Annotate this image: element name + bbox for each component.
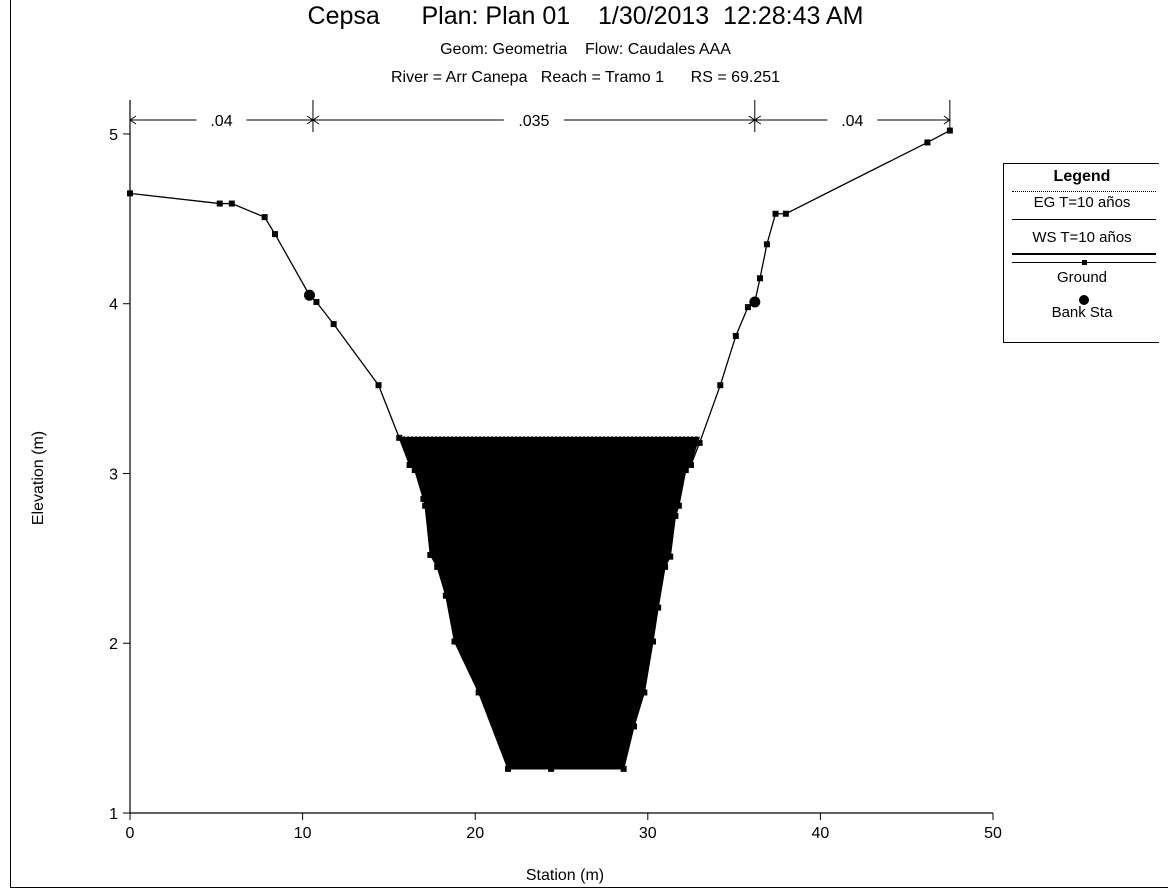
bank-stations	[304, 289, 761, 308]
y-tick-label: 2	[109, 636, 118, 653]
ground-point	[717, 382, 724, 389]
ground-point	[756, 275, 763, 282]
legend-ws-line	[1012, 253, 1156, 255]
ground-point	[396, 434, 403, 441]
ground-point	[744, 304, 751, 311]
legend-item-ground: Ground	[1056, 269, 1108, 286]
ground-point	[330, 321, 337, 328]
x-tick-label: 50	[984, 825, 1002, 842]
ground-point	[548, 765, 555, 772]
y-tick-label: 5	[109, 127, 118, 144]
y-axis-label: Elevation (m)	[30, 431, 47, 525]
plot-frame	[10, 0, 1168, 888]
ground-point	[782, 210, 789, 217]
ground-point	[682, 467, 689, 474]
ground-point	[216, 200, 223, 207]
x-tick-label: 20	[466, 825, 484, 842]
legend-item-ws: WS T=10 años	[1032, 229, 1132, 246]
manning-n-label: .035	[518, 113, 549, 130]
ground-point	[772, 210, 779, 217]
ground-point	[127, 190, 133, 197]
ground-point	[228, 200, 235, 207]
y-tick-label: 4	[109, 297, 118, 314]
legend-title: Legend	[1053, 168, 1111, 185]
ground-point	[696, 439, 703, 446]
ground-point	[434, 563, 441, 570]
chart-subtitle-river: River = Arr Canepa Reach = Tramo 1 RS = …	[390, 69, 781, 86]
x-tick-label: 0	[126, 825, 135, 842]
water-fill	[399, 437, 700, 769]
ground-point	[662, 563, 669, 570]
chart-title: Cepsa Plan: Plan 01 1/30/2013 12:28:43 A…	[307, 2, 864, 30]
axes: 0 10 20 30 40 50 1 2 3 4 5	[109, 100, 1002, 842]
ground-point	[924, 139, 931, 146]
ground-point	[504, 765, 511, 772]
water-surface	[399, 436, 700, 769]
legend-item-bank: Bank Sta	[1051, 304, 1113, 321]
ground-point	[375, 382, 382, 389]
ground-point	[667, 553, 674, 560]
legend-item-eg: EG T=10 años	[1033, 194, 1131, 211]
ground-point	[420, 495, 427, 502]
legend-ground-marker	[1082, 260, 1087, 265]
ground-point	[641, 689, 648, 696]
ground-point	[620, 765, 627, 772]
bank-station-marker	[304, 289, 316, 301]
x-axis-label: Station (m)	[526, 867, 604, 884]
ground-point	[411, 467, 418, 474]
ground-point	[451, 638, 458, 645]
bank-station-marker	[749, 296, 761, 308]
ground-point	[763, 241, 770, 248]
ground-point	[649, 638, 656, 645]
ground-point	[406, 461, 413, 468]
ground-point	[672, 512, 679, 519]
ground-point	[422, 502, 429, 509]
ground-point	[732, 332, 739, 339]
manning-n-annotations: .04 .035 .04	[129, 100, 951, 132]
chart-subtitle-geometry: Geom: Geometria Flow: Caudales AAA	[440, 41, 731, 58]
ground-point	[475, 689, 482, 696]
ground-point	[442, 592, 449, 599]
ground-point	[427, 551, 434, 558]
manning-n-label: .04	[210, 113, 232, 130]
legend-bank-marker	[1079, 295, 1089, 305]
manning-n-label: .04	[841, 113, 863, 130]
ground-point	[630, 723, 637, 730]
ground-point	[655, 604, 662, 611]
ground-point	[313, 299, 320, 306]
y-tick-label: 3	[109, 466, 118, 483]
x-tick-label: 30	[639, 825, 657, 842]
legend-eg-line	[1012, 219, 1156, 220]
ground-point	[261, 214, 268, 221]
x-tick-label: 10	[294, 825, 312, 842]
legend-divider	[1012, 191, 1156, 192]
x-tick-label: 40	[812, 825, 830, 842]
ground-point	[687, 461, 694, 468]
y-tick-label: 1	[109, 806, 118, 823]
ground-point	[675, 502, 682, 509]
legend: Legend EG T=10 años WS T=10 años Ground …	[1003, 163, 1159, 343]
ground-point	[271, 231, 278, 238]
